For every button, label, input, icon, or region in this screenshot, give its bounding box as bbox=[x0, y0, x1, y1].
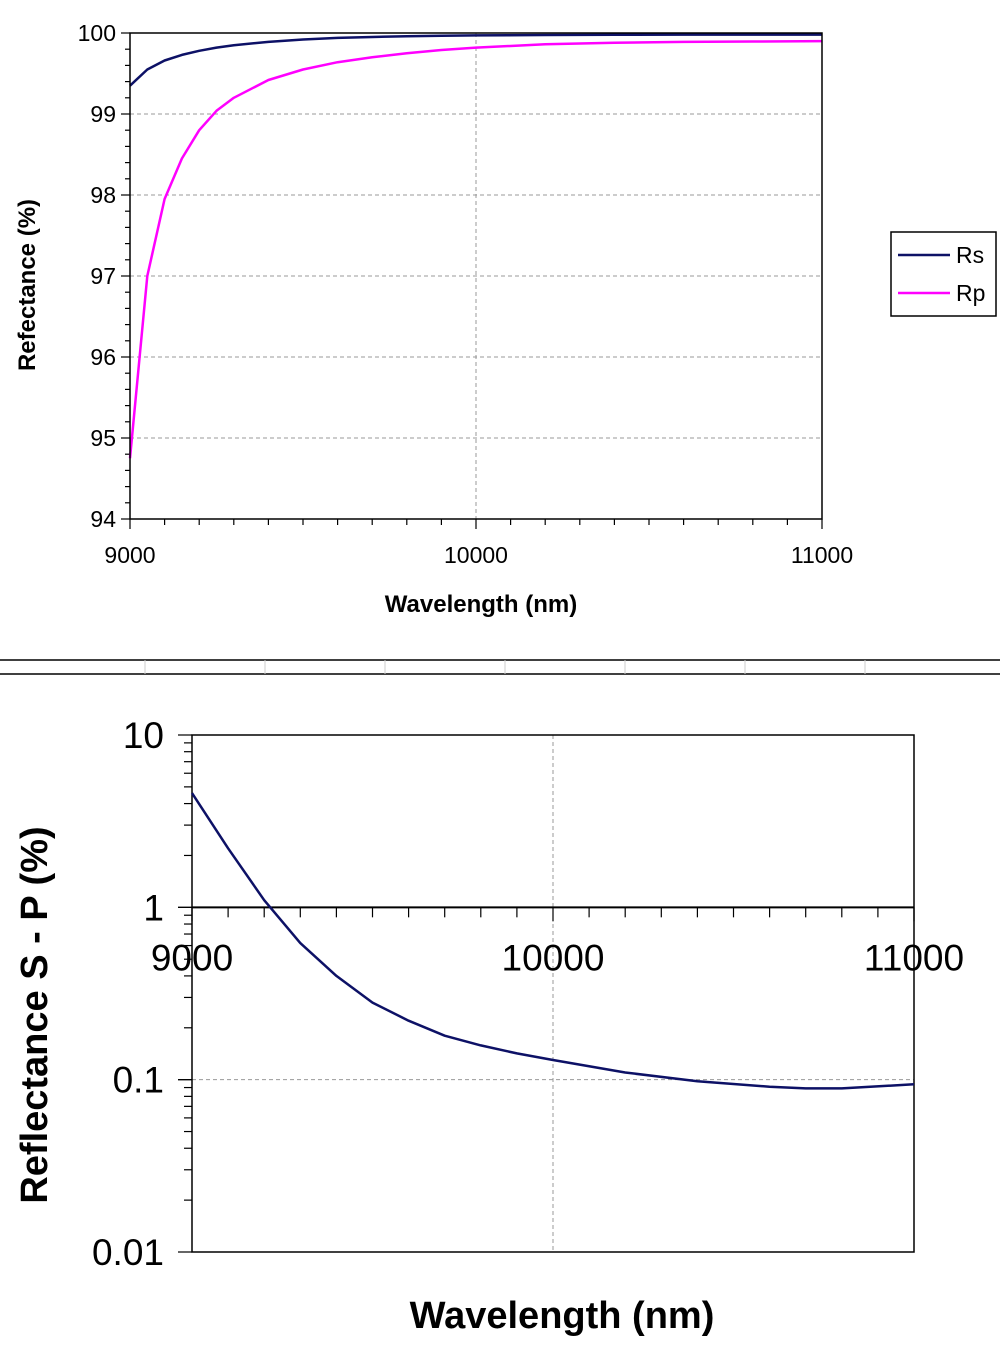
top-y-tick-label: 96 bbox=[90, 344, 116, 370]
top-grid bbox=[130, 33, 822, 519]
top-y-tick-labels: 94 95 96 97 98 99 100 bbox=[78, 20, 117, 532]
top-y-tick-label: 99 bbox=[90, 101, 116, 127]
bottom-minor-ticks bbox=[178, 734, 915, 1253]
top-x-tick-labels: 9000 10000 11000 bbox=[104, 542, 853, 568]
bottom-y-axis-label: Reflectance S - P (%) bbox=[14, 826, 56, 1203]
series-line-rs bbox=[129, 33, 822, 87]
top-series bbox=[128, 33, 823, 459]
top-y-tick-label: 97 bbox=[90, 263, 116, 289]
top-chart: 94 95 96 97 98 99 100 9000 10000 11000 Wavelengt… bbox=[14, 20, 997, 618]
bottom-x-tick-label: 10000 bbox=[502, 937, 605, 978]
top-x-tick-label: 9000 bbox=[104, 542, 155, 568]
top-legend: Rs Rp bbox=[890, 231, 997, 317]
bottom-chart: 0.01 0.1 1 10 9000 10000 11000 Wavelength (nm… bbox=[14, 715, 964, 1337]
legend-label-rp: Rp bbox=[956, 280, 985, 306]
top-y-axis-label: Refectance (%) bbox=[14, 199, 41, 371]
bottom-x-axis-label: Wavelength (nm) bbox=[410, 1295, 715, 1337]
top-x-tick-label: 11000 bbox=[791, 542, 853, 568]
bottom-x-tick-label: 9000 bbox=[151, 937, 233, 978]
top-y-tick-label: 100 bbox=[78, 20, 116, 46]
series-line-rp bbox=[128, 39, 823, 459]
bottom-y-tick-label: 10 bbox=[123, 715, 164, 756]
series-line-s-minus-p bbox=[190, 792, 915, 1090]
legend-label-rs: Rs bbox=[956, 242, 984, 268]
top-y-tick-label: 95 bbox=[90, 425, 116, 451]
top-x-axis-label: Wavelength (nm) bbox=[385, 591, 577, 618]
bottom-y-tick-labels: 0.01 0.1 1 10 bbox=[92, 715, 164, 1273]
bottom-y-tick-label: 0.01 bbox=[92, 1232, 164, 1273]
top-y-tick-label: 94 bbox=[90, 506, 116, 532]
top-x-tick-label: 10000 bbox=[444, 542, 508, 568]
bottom-plot-frame bbox=[191, 734, 915, 1253]
bottom-y-tick-label: 0.1 bbox=[113, 1060, 164, 1101]
bottom-x-tick-label: 11000 bbox=[864, 937, 964, 978]
legend-box bbox=[890, 231, 997, 317]
top-minor-ticks bbox=[121, 32, 823, 529]
top-plot-frame bbox=[129, 32, 823, 520]
bottom-y-tick-label: 1 bbox=[143, 887, 164, 928]
bottom-x-tick-labels: 9000 10000 11000 bbox=[151, 937, 964, 978]
chart-divider bbox=[0, 659, 1000, 675]
top-y-tick-label: 98 bbox=[90, 182, 116, 208]
bottom-series bbox=[190, 792, 915, 1090]
bottom-grid bbox=[192, 735, 914, 1252]
